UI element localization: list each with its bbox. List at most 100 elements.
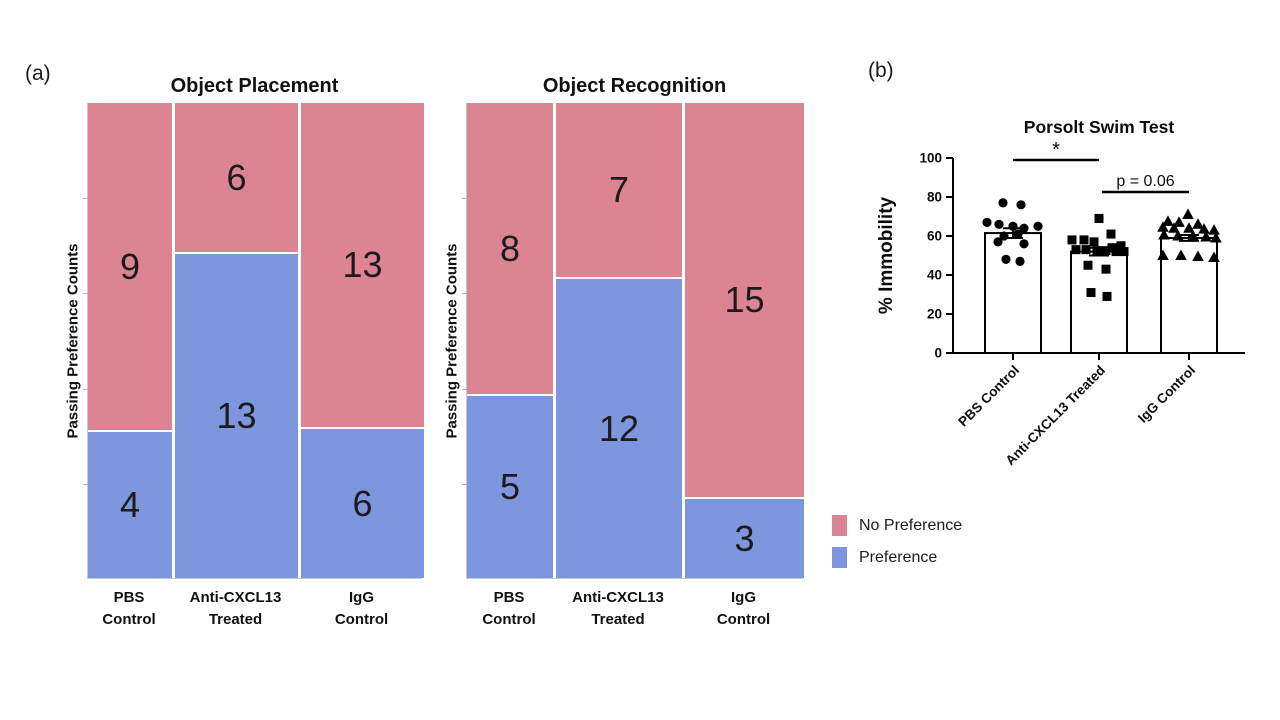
y-tick-label: 100: [919, 151, 942, 166]
segment-count-label: 3: [734, 517, 755, 559]
data-point-circle: [1016, 200, 1026, 210]
segment-count-label: 12: [598, 407, 640, 449]
segment-count-label: 8: [499, 227, 521, 269]
data-point-triangle: [1183, 222, 1195, 233]
segment-count-label: 6: [352, 482, 373, 524]
y-axis-label: Passing Preference Counts: [443, 243, 461, 439]
segment-count-label: 9: [119, 245, 141, 287]
data-point-triangle: [1168, 222, 1180, 233]
object-placement-chart: Object Placement Passing Preference Count…: [65, 75, 424, 628]
x-category-label: Anti-CXCL13 Treated: [189, 589, 282, 628]
y-axis-tick: [83, 483, 88, 485]
no-preference-swatch-icon: [832, 515, 847, 536]
segment-count-label: 13: [342, 244, 383, 285]
segment-count-label: 13: [216, 395, 257, 436]
data-point-circle: [998, 198, 1008, 208]
chart-title: Object Placement: [170, 75, 339, 97]
x-category-label: IgG Control: [1135, 363, 1198, 426]
mean-bar: [984, 232, 1042, 354]
data-point-square: [1081, 245, 1091, 255]
segment-count-label: 6: [226, 156, 247, 198]
data-point-square: [1086, 288, 1096, 298]
object-recognition-chart: Object Recognition Passing Preference Cou…: [444, 75, 804, 628]
data-point-square: [1101, 246, 1111, 256]
significance-text: p = 0.06: [1116, 173, 1174, 190]
data-point-circle: [1015, 256, 1025, 266]
data-point-triangle: [1200, 230, 1212, 242]
data-point-square: [1111, 247, 1121, 257]
legend-label-no-preference: No Preference: [859, 516, 963, 534]
y-tick-label: 40: [927, 268, 942, 283]
data-point-square: [1092, 246, 1102, 256]
data-point-triangle: [1157, 221, 1169, 232]
data-point-circle: [993, 237, 1003, 247]
segment-count-label: 15: [724, 279, 765, 320]
y-axis-tick: [462, 483, 467, 485]
x-category-label: Anti-CXCL13 Treated: [572, 589, 664, 628]
data-point-triangle: [1162, 215, 1174, 226]
segment-no-preference: 6: [175, 103, 298, 252]
data-point-circle: [982, 217, 992, 227]
preference-swatch-icon: [832, 547, 847, 568]
mosaic-column-2: 7 12: [556, 103, 682, 578]
y-tick-label: 20: [927, 307, 942, 322]
data-point-triangle: [1172, 230, 1184, 241]
y-axis-tick: [462, 198, 467, 200]
y-tick-label: 80: [927, 190, 942, 205]
chart-title: Object Recognition: [542, 75, 727, 97]
legend: No Preference Preference: [832, 515, 962, 579]
legend-item-preference: Preference: [832, 547, 962, 568]
data-point-triangle: [1173, 216, 1185, 227]
legend-label-preference: Preference: [859, 548, 938, 566]
segment-preference: 13: [175, 254, 298, 578]
x-category-label: IgG Control: [334, 589, 389, 628]
panel-a-label: (a): [25, 62, 51, 85]
swim-plot-svg: Porsolt Swim Test % Immobility 0 20 40 60 80 10…: [876, 117, 1245, 469]
x-category-label: PBS Control: [955, 363, 1022, 430]
segment-preference: 5: [467, 396, 553, 578]
segment-count-label: 7: [608, 169, 630, 210]
data-point-square: [1106, 229, 1116, 239]
x-category-label: IgG Control: [716, 589, 771, 628]
y-axis-label: % Immobility: [876, 196, 897, 314]
plot-area: 8 5 7 12 15 3: [462, 103, 804, 579]
data-point-circle: [1019, 239, 1029, 249]
y-axis-label: Passing Preference Counts: [64, 243, 82, 439]
data-point-circle: [999, 231, 1009, 241]
mean-bar: [1160, 236, 1218, 354]
data-point-triangle: [1210, 231, 1222, 243]
data-point-circle: [994, 219, 1004, 229]
panel-b-label: (b): [868, 59, 894, 82]
segment-count-label: 5: [499, 466, 521, 507]
data-point-triangle: [1208, 224, 1220, 235]
x-category-label: PBS Control: [482, 589, 536, 628]
y-tick-label: 60: [927, 229, 942, 244]
porsolt-swim-test-chart: Porsolt Swim Test % Immobility 0 20 40 60 80 10…: [860, 95, 1280, 490]
data-point-square: [1089, 237, 1099, 247]
significance-text: *: [1052, 139, 1060, 161]
segment-no-preference: 9: [88, 103, 172, 430]
segment-no-preference: 15: [685, 103, 804, 497]
data-point-square: [1101, 264, 1111, 274]
x-category-label: Anti-CXCL13 Treated: [1003, 363, 1109, 469]
plot-area: 9 4 6 13 13 6: [83, 103, 424, 579]
data-point-square: [1102, 291, 1112, 301]
data-point-circle: [1033, 221, 1043, 231]
y-axis-tick: [83, 293, 88, 295]
segment-preference: 6: [301, 429, 424, 578]
y-tick-label: 0: [934, 346, 942, 361]
segment-no-preference: 13: [301, 103, 424, 427]
segment-no-preference: 7: [556, 103, 682, 277]
data-point-circle: [1008, 221, 1018, 231]
data-point-triangle: [1192, 250, 1204, 261]
data-point-square: [1119, 247, 1129, 257]
mosaic-column-3: 15 3: [685, 103, 804, 578]
segment-count-label: 4: [119, 484, 141, 525]
data-point-triangle: [1208, 251, 1220, 262]
segment-preference: 12: [556, 279, 682, 578]
data-point-square: [1116, 241, 1126, 251]
data-point-square: [1071, 245, 1081, 255]
y-axis-tick: [462, 388, 467, 390]
